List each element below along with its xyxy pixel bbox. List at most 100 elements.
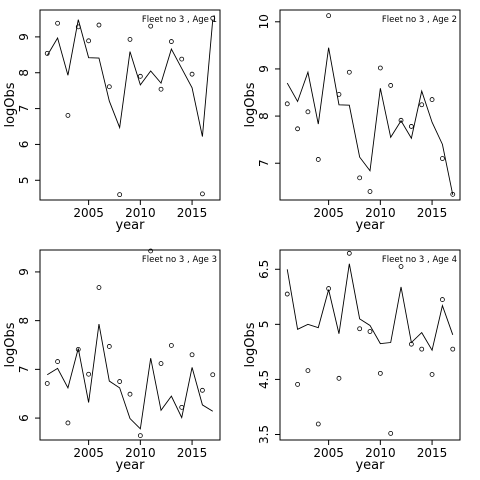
observed-point (168, 39, 174, 44)
y-tick-label: 7 (17, 366, 31, 374)
y-tick-label: 4.5 (257, 370, 271, 389)
x-axis-title: year (115, 458, 145, 473)
x-tick-label: 2010 (125, 206, 156, 220)
observed-point (419, 102, 425, 108)
observed-point (326, 286, 332, 291)
y-tick-label: 9 (17, 268, 31, 276)
observed-point (346, 250, 352, 256)
observed-point (315, 157, 321, 162)
y-tick-label: 10 (257, 14, 271, 29)
fitted-line (286, 47, 454, 195)
observed-point (189, 352, 195, 358)
observed-point (117, 379, 123, 384)
observed-point (377, 370, 383, 376)
y-tick-label: 8 (17, 317, 31, 325)
observed-point (65, 112, 71, 118)
observed-point (86, 38, 92, 44)
observed-point (408, 124, 414, 129)
fitted-line (47, 323, 213, 430)
observed-point (158, 361, 164, 366)
observed-point (200, 191, 205, 197)
observed-point (55, 359, 60, 364)
observed-point (179, 56, 185, 62)
observed-point (450, 191, 456, 197)
observed-point (315, 421, 321, 427)
observed-point (158, 86, 164, 92)
observed-point (429, 372, 435, 377)
panel-label: Fleet no 3 , Age 1 (142, 15, 217, 25)
observed-point (75, 24, 81, 30)
x-tick-label: 2010 (125, 446, 156, 460)
observed-point (127, 36, 133, 42)
observed-point (96, 285, 102, 290)
x-tick-label: 2015 (417, 206, 448, 220)
y-axis-title: logObs (3, 82, 18, 127)
observed-point (200, 387, 205, 393)
y-tick-label: 7 (257, 159, 271, 167)
y-tick-label: 6.5 (257, 260, 271, 279)
observed-point (450, 346, 456, 352)
y-tick-label: 7 (17, 105, 31, 113)
x-tick-label: 2015 (417, 446, 448, 460)
plot-frame (279, 9, 461, 201)
observed-point (305, 368, 311, 374)
x-axis-title: year (355, 218, 385, 233)
y-tick-label: 8 (257, 112, 271, 120)
observed-point (367, 329, 373, 334)
observed-point (440, 297, 445, 302)
observed-point (284, 101, 290, 107)
y-tick-label: 9 (17, 33, 31, 41)
plot-frame (39, 9, 221, 201)
observed-point (168, 343, 174, 348)
observed-point (106, 84, 112, 90)
x-tick-label: 2005 (313, 206, 344, 220)
observed-point (189, 71, 195, 77)
x-axis-title: year (355, 458, 385, 473)
y-tick-label: 3.5 (257, 425, 271, 444)
observed-point (210, 15, 216, 21)
observed-point (295, 126, 300, 132)
y-tick-label: 6 (17, 414, 31, 422)
x-tick-label: 2010 (365, 446, 396, 460)
observed-point (295, 381, 300, 387)
y-axis-title: logObs (243, 322, 258, 367)
y-tick-label: 6 (17, 141, 31, 149)
observed-point (127, 391, 133, 397)
panel-label: Fleet no 3 , Age 2 (382, 15, 457, 25)
observed-point (55, 20, 60, 26)
observed-point (137, 433, 143, 439)
observed-point (326, 13, 332, 19)
observed-point (408, 341, 414, 347)
panel-label: Fleet no 3 , Age 4 (382, 255, 457, 265)
panel-label: Fleet no 3 , Age 3 (142, 255, 217, 265)
observed-point (398, 117, 404, 123)
observed-point (137, 73, 143, 79)
observed-point (429, 97, 435, 102)
panel-1: 2005 2010 2015 5 6 7 8 9 year logObs Fleet no 3 , … (3, 9, 221, 233)
observed-point (86, 371, 92, 377)
y-tick-label: 5 (257, 321, 271, 329)
panel-3: 2005 2010 2015 6 7 8 9 year logObs Fleet no 3 , A… (3, 248, 221, 473)
observed-point (367, 189, 373, 194)
x-tick-label: 2015 (177, 206, 208, 220)
observed-point (440, 156, 445, 161)
observed-point (106, 344, 112, 349)
observed-point (346, 69, 352, 75)
observed-point (377, 65, 383, 71)
x-tick-label: 2005 (73, 446, 104, 460)
y-tick-label: 8 (17, 69, 31, 77)
observed-point (336, 375, 342, 381)
observed-point (388, 83, 394, 88)
fitted-line (46, 19, 214, 137)
observed-point (357, 175, 363, 181)
observed-point (284, 291, 290, 297)
x-tick-label: 2010 (365, 206, 396, 220)
observed-point (117, 192, 123, 198)
plot-frame (39, 249, 221, 441)
observed-point (96, 22, 102, 28)
x-axis-title: year (115, 218, 145, 233)
observed-point (44, 50, 50, 56)
observed-point (44, 381, 50, 386)
observed-point (388, 430, 394, 436)
